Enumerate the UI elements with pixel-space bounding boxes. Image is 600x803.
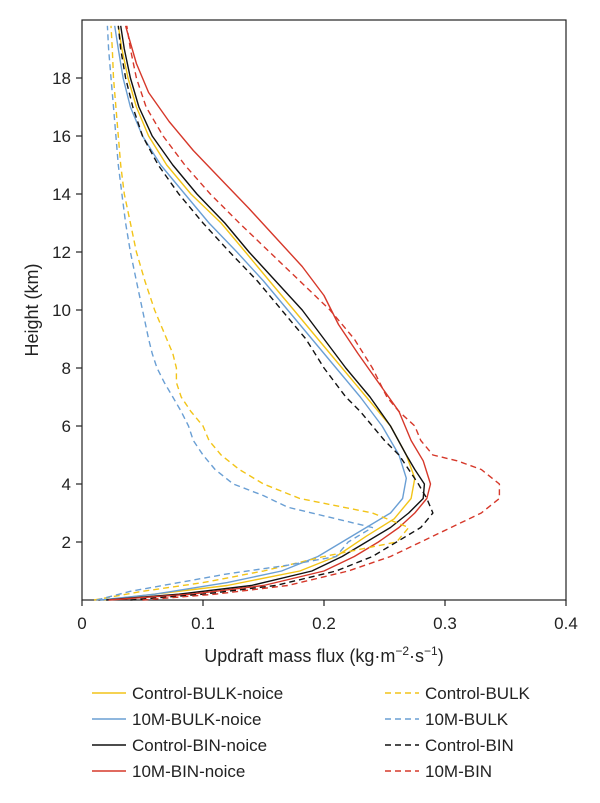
series-line-10m-bulk	[96, 25, 374, 601]
series-line-10m-bin	[126, 25, 501, 601]
series-line-10m-bin-noice	[108, 25, 432, 601]
y-axis-title: Height (km)	[22, 263, 42, 356]
legend-label: 10M-BIN-noice	[132, 762, 245, 781]
x-tick-label: 0	[77, 614, 86, 633]
x-tick-label: 0.4	[554, 614, 578, 633]
axis-layer: 0 0.1 0.2 0.3 0.4 2 4 6 8 10 12 14 16 18	[52, 69, 578, 633]
series-line-control-bulk	[93, 25, 410, 601]
series-line-10m-bulk-noice	[100, 25, 407, 601]
x-axis-title: Updraft mass flux (kg·m−2·s−1)	[204, 644, 443, 666]
y-tick-label: 14	[52, 185, 71, 204]
legend-label: Control-BIN-noice	[132, 736, 267, 755]
legend-label: 10M-BIN	[425, 762, 492, 781]
y-tick-label: 12	[52, 243, 71, 262]
legend-label: 10M-BULK-noice	[132, 710, 261, 729]
y-tick-label: 6	[62, 417, 71, 436]
x-tick-label: 0.3	[433, 614, 457, 633]
legend-label: Control-BULK	[425, 684, 531, 703]
legend-label: Control-BIN	[425, 736, 514, 755]
y-tick-label: 4	[62, 475, 71, 494]
series-line-control-bin-noice	[106, 25, 426, 601]
y-tick-label: 16	[52, 127, 71, 146]
y-tick-label: 18	[52, 69, 71, 88]
series-line-control-bulk-noice	[103, 25, 416, 601]
series-layer	[93, 25, 501, 601]
x-tick-label: 0.1	[191, 614, 215, 633]
y-tick-label: 8	[62, 359, 71, 378]
y-tick-label: 2	[62, 533, 71, 552]
x-tick-label: 0.2	[312, 614, 336, 633]
legend-label: 10M-BULK	[425, 710, 509, 729]
y-tick-label: 10	[52, 301, 71, 320]
legend-label: Control-BULK-noice	[132, 684, 283, 703]
series-line-control-bin	[117, 25, 434, 601]
legend: Control-BULK-noice 10M-BULK-noice Control-…	[92, 684, 531, 781]
